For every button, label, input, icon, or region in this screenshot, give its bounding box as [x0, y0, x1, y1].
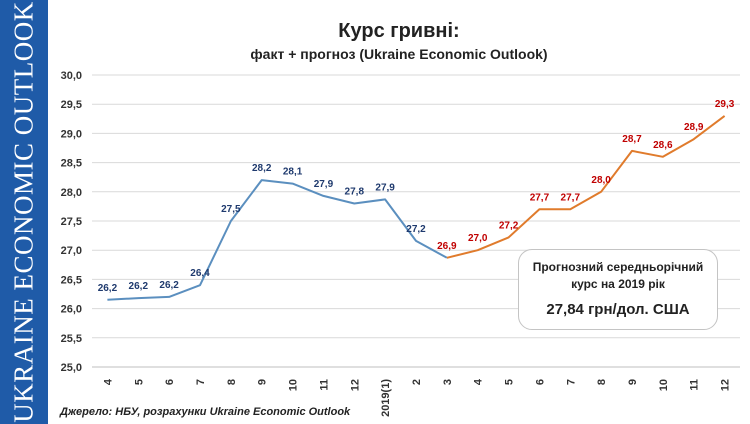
- forecast-caption-line2: курс на 2019 рік: [571, 277, 665, 291]
- data-label: 28,2: [252, 163, 272, 174]
- data-label: 28,0: [591, 175, 611, 186]
- x-tick-label: 6: [534, 379, 546, 385]
- y-tick-label: 28,0: [61, 187, 82, 199]
- x-tick-label: 10: [288, 379, 300, 391]
- data-label: 27,9: [314, 179, 334, 190]
- y-tick-label: 29,0: [61, 128, 82, 140]
- y-tick-label: 25,0: [61, 362, 82, 374]
- data-label: 27,2: [499, 220, 519, 231]
- x-tick-label: 8: [596, 379, 608, 385]
- x-tick-label: 8: [226, 379, 238, 385]
- x-tick-label: 4: [102, 378, 114, 385]
- data-label: 27,0: [468, 233, 488, 244]
- data-label: 29,3: [715, 99, 735, 110]
- data-label: 28,7: [622, 134, 642, 145]
- y-tick-label: 27,0: [61, 245, 82, 257]
- x-tick-label: 11: [689, 379, 701, 391]
- x-tick-label: 2: [411, 379, 423, 385]
- x-tick-label: 9: [257, 379, 269, 385]
- y-tick-label: 26,0: [61, 304, 82, 316]
- forecast-callout-box: Прогнозний середньорічний курс на 2019 р…: [518, 249, 718, 330]
- data-label: 27,7: [561, 192, 581, 203]
- data-label: 27,8: [345, 186, 365, 197]
- x-tick-label: 5: [133, 379, 145, 385]
- source-note: Джерело: НБУ, розрахунки Ukraine Economi…: [60, 406, 351, 418]
- data-label: 28,6: [653, 140, 673, 151]
- y-tick-label: 30,0: [61, 70, 82, 82]
- data-label: 27,5: [221, 204, 241, 215]
- forecast-value: 27,84 грн/дол. США: [546, 301, 690, 318]
- x-tick-label: 4: [473, 378, 485, 385]
- data-label: 27,7: [530, 192, 550, 203]
- x-tick-label: 2019(1): [380, 379, 392, 417]
- data-label: 27,2: [406, 224, 426, 235]
- series-line-fact: [107, 179, 448, 301]
- data-label: 28,1: [283, 167, 303, 178]
- x-tick-label: 3: [442, 379, 454, 385]
- forecast-caption-line1: Прогнозний середньорічний: [532, 260, 704, 274]
- sidebar-banner: UKRAINE ECONOMIC OUTLOOK: [0, 0, 48, 424]
- chart-title: Курс гривні:: [338, 20, 460, 42]
- y-tick-label: 26,5: [61, 274, 82, 286]
- data-label: 26,2: [98, 283, 118, 294]
- x-tick-label: 10: [658, 379, 670, 391]
- series-line-forecast: [446, 115, 726, 259]
- data-label: 26,4: [190, 268, 210, 279]
- x-tick-label: 9: [627, 379, 639, 385]
- y-tick-label: 27,5: [61, 216, 82, 228]
- x-tick-label: 7: [565, 379, 577, 385]
- data-label: 28,9: [684, 122, 704, 133]
- x-tick-label: 11: [318, 379, 330, 391]
- data-label: 26,2: [159, 280, 179, 291]
- data-label: 27,9: [375, 182, 395, 193]
- chart-subtitle: факт + прогноз (Ukraine Economic Outlook…: [250, 46, 548, 62]
- y-tick-label: 28,5: [61, 158, 82, 170]
- data-label: 26,2: [129, 281, 149, 292]
- x-tick-label: 7: [195, 379, 207, 385]
- y-tick-label: 25,5: [61, 333, 82, 345]
- data-label: 26,9: [437, 241, 457, 252]
- y-tick-label: 29,5: [61, 99, 82, 111]
- x-tick-label: 6: [164, 379, 176, 385]
- x-tick-label: 12: [720, 379, 732, 391]
- x-tick-label: 5: [504, 379, 516, 385]
- x-tick-label: 12: [349, 379, 361, 391]
